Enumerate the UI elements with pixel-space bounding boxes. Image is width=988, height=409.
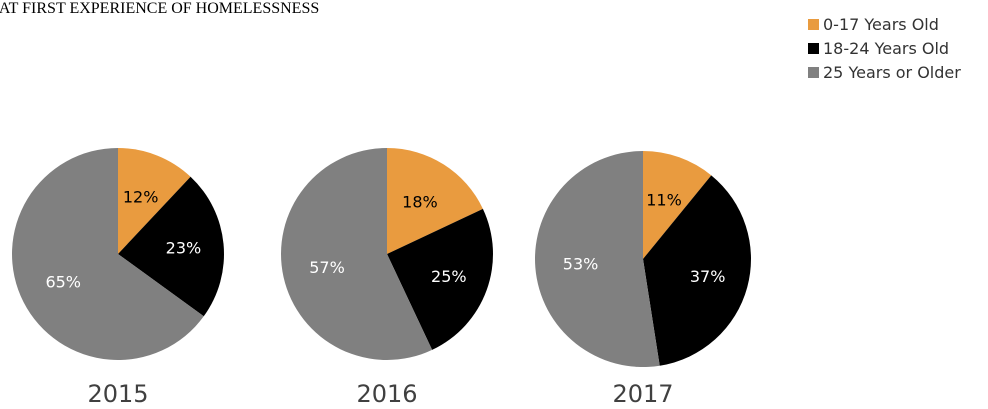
legend-item-25-plus: 25 Years or Older bbox=[808, 60, 961, 84]
pie-2017-slice-0 bbox=[643, 151, 712, 259]
pie-2016-slice-2 bbox=[281, 148, 433, 360]
pie-2015-label-2: 65% bbox=[45, 272, 81, 291]
pie-2015-slice-1 bbox=[118, 176, 224, 317]
pie-2016-label-0: 18% bbox=[402, 193, 438, 212]
pie-2015-label-0: 12% bbox=[123, 187, 159, 206]
legend: 0-17 Years Old 18-24 Years Old 25 Years … bbox=[808, 12, 961, 84]
pie-2015-slice-0 bbox=[118, 148, 191, 254]
pie-year-label-2015: 2015 bbox=[87, 380, 148, 408]
pie-2016-label-1: 25% bbox=[431, 267, 467, 286]
legend-swatch-0-17 bbox=[808, 18, 819, 30]
pie-2017-label-2: 53% bbox=[563, 254, 599, 273]
pie-2016-slice-0 bbox=[387, 148, 483, 254]
legend-item-0-17: 0-17 Years Old bbox=[808, 12, 961, 36]
pie-2015-label-1: 23% bbox=[166, 238, 202, 257]
legend-swatch-18-24 bbox=[808, 42, 819, 54]
legend-label-25-plus: 25 Years or Older bbox=[823, 62, 961, 82]
pie-2017-label-0: 11% bbox=[646, 190, 682, 209]
legend-swatch-25-plus bbox=[808, 66, 819, 78]
pie-2017-slice-2 bbox=[535, 151, 660, 367]
pie-2017-slice-1 bbox=[643, 175, 752, 366]
legend-label-0-17: 0-17 Years Old bbox=[823, 14, 939, 34]
pie-2016-slice-1 bbox=[387, 208, 494, 350]
pie-2017-label-1: 37% bbox=[690, 267, 726, 286]
legend-item-18-24: 18-24 Years Old bbox=[808, 36, 961, 60]
pie-2015-slice-2 bbox=[11, 148, 204, 361]
chart-title: E AT FIRST EXPERIENCE OF HOMELESSNESS bbox=[0, 0, 320, 17]
legend-label-18-24: 18-24 Years Old bbox=[823, 38, 950, 58]
pie-year-label-2016: 2016 bbox=[356, 380, 417, 408]
pie-year-label-2017: 2017 bbox=[612, 380, 673, 408]
pie-2016-label-2: 57% bbox=[309, 258, 345, 277]
